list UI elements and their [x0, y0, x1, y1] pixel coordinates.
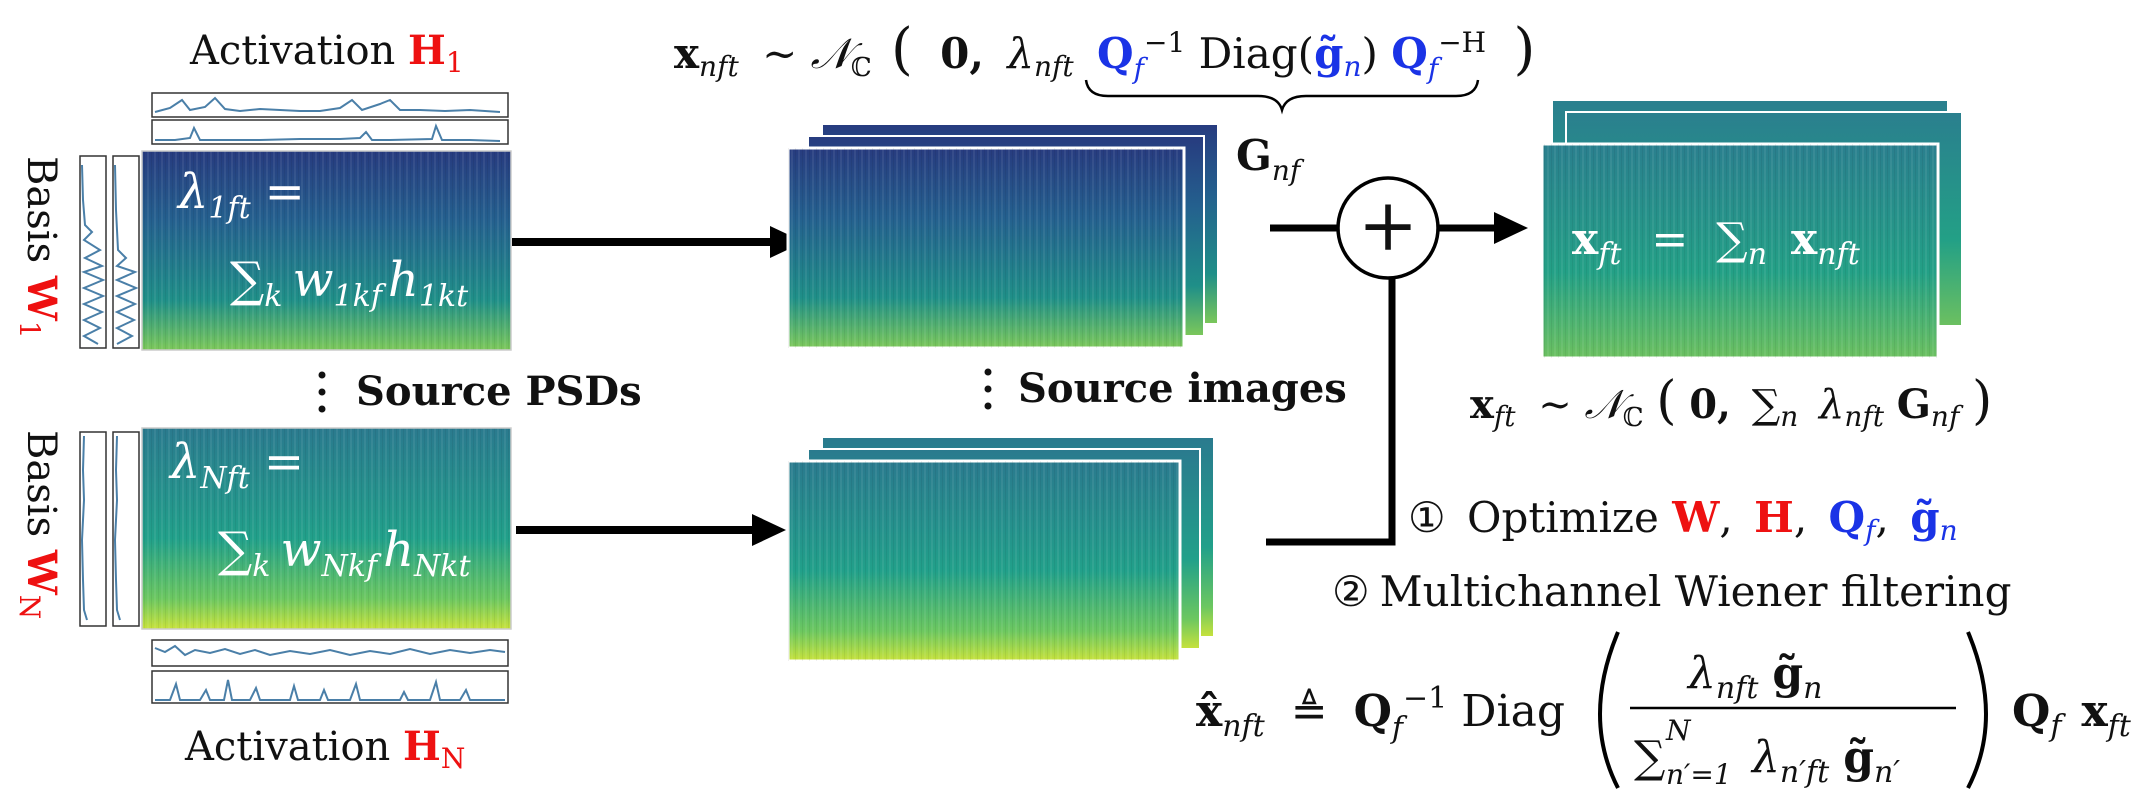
- source-images-label: Source images: [1018, 365, 1347, 412]
- svg-text:n′=1: n′=1: [1666, 758, 1732, 791]
- basis-top-label: Basis W1: [13, 156, 65, 339]
- svg-text:λ1ft=: λ1ft =: [176, 164, 305, 226]
- activation-bottom-plots: [151, 639, 509, 704]
- arrowhead-2: [752, 514, 786, 546]
- image-ellipsis: [984, 368, 992, 410]
- mixture-formula: xft = ∑n xnft: [1572, 214, 1861, 275]
- svg-text:λn′ft g̃n′: λn′ft g̃n′: [1750, 732, 1900, 791]
- activation-bottom-label: Activation HN: [184, 723, 465, 775]
- plus-symbol: +: [1358, 183, 1418, 267]
- svg-text:Qf xft: Qf xft: [2012, 686, 2132, 747]
- source-image-stack-n: [786, 436, 1215, 663]
- basis-bottom-plots: [79, 431, 140, 627]
- svg-text:λNft=: λNft =: [168, 434, 304, 496]
- svg-text:λnft g̃n: λnft g̃n: [1686, 648, 1822, 709]
- svg-text:x̂nft ≜ Qf−1: x̂nft ≜ Qf−1 Diag: [1196, 668, 1565, 747]
- lambda-bottom-formula: λNft = ∑k wNkf hNkt: [168, 434, 471, 584]
- svg-text:N: N: [1665, 714, 1692, 747]
- mixture-distribution: xft ∼ 𝒩ℂ ( 0, ∑n λnft Gnf ): [1470, 371, 1992, 436]
- activation-top-label: Activation H1: [189, 27, 464, 79]
- source-image-distribution: xnft ∼ 𝒩ℂ ( 0, λnft Qf−1 Diag(g̃n) Qf−H …: [674, 13, 1535, 86]
- psd-ellipsis: [318, 371, 326, 413]
- wiener-formula: x̂nft ≜ Qf−1 Diag λnft g̃n ∑ N n′=1 λn′f…: [1196, 631, 2132, 791]
- source-psds-label: Source PSDs: [356, 368, 642, 415]
- source-psd-1: [141, 150, 512, 351]
- g-label: Gnf: [1236, 131, 1305, 187]
- brace: [1084, 79, 1480, 115]
- basis-top-plots: [79, 155, 140, 349]
- activation-top-plots: [151, 92, 509, 145]
- step-1-optimize: ① Optimize W, H, Qf, g̃n: [1408, 493, 1958, 547]
- step-2-wiener: ② Multichannel Wiener filtering: [1332, 567, 2011, 616]
- arrowhead-3: [1494, 212, 1528, 244]
- mixture-stack: [1540, 99, 1963, 360]
- source-image-stack-1: [786, 123, 1219, 350]
- lambda-top-formula: λ1ft = ∑k w1kf h1kt: [176, 164, 469, 314]
- line-imagen-to-sum: [1266, 278, 1396, 546]
- source-psd-n: [141, 427, 512, 630]
- basis-bottom-label: Basis WN: [13, 430, 65, 619]
- svg-text:∑: ∑: [1634, 732, 1665, 783]
